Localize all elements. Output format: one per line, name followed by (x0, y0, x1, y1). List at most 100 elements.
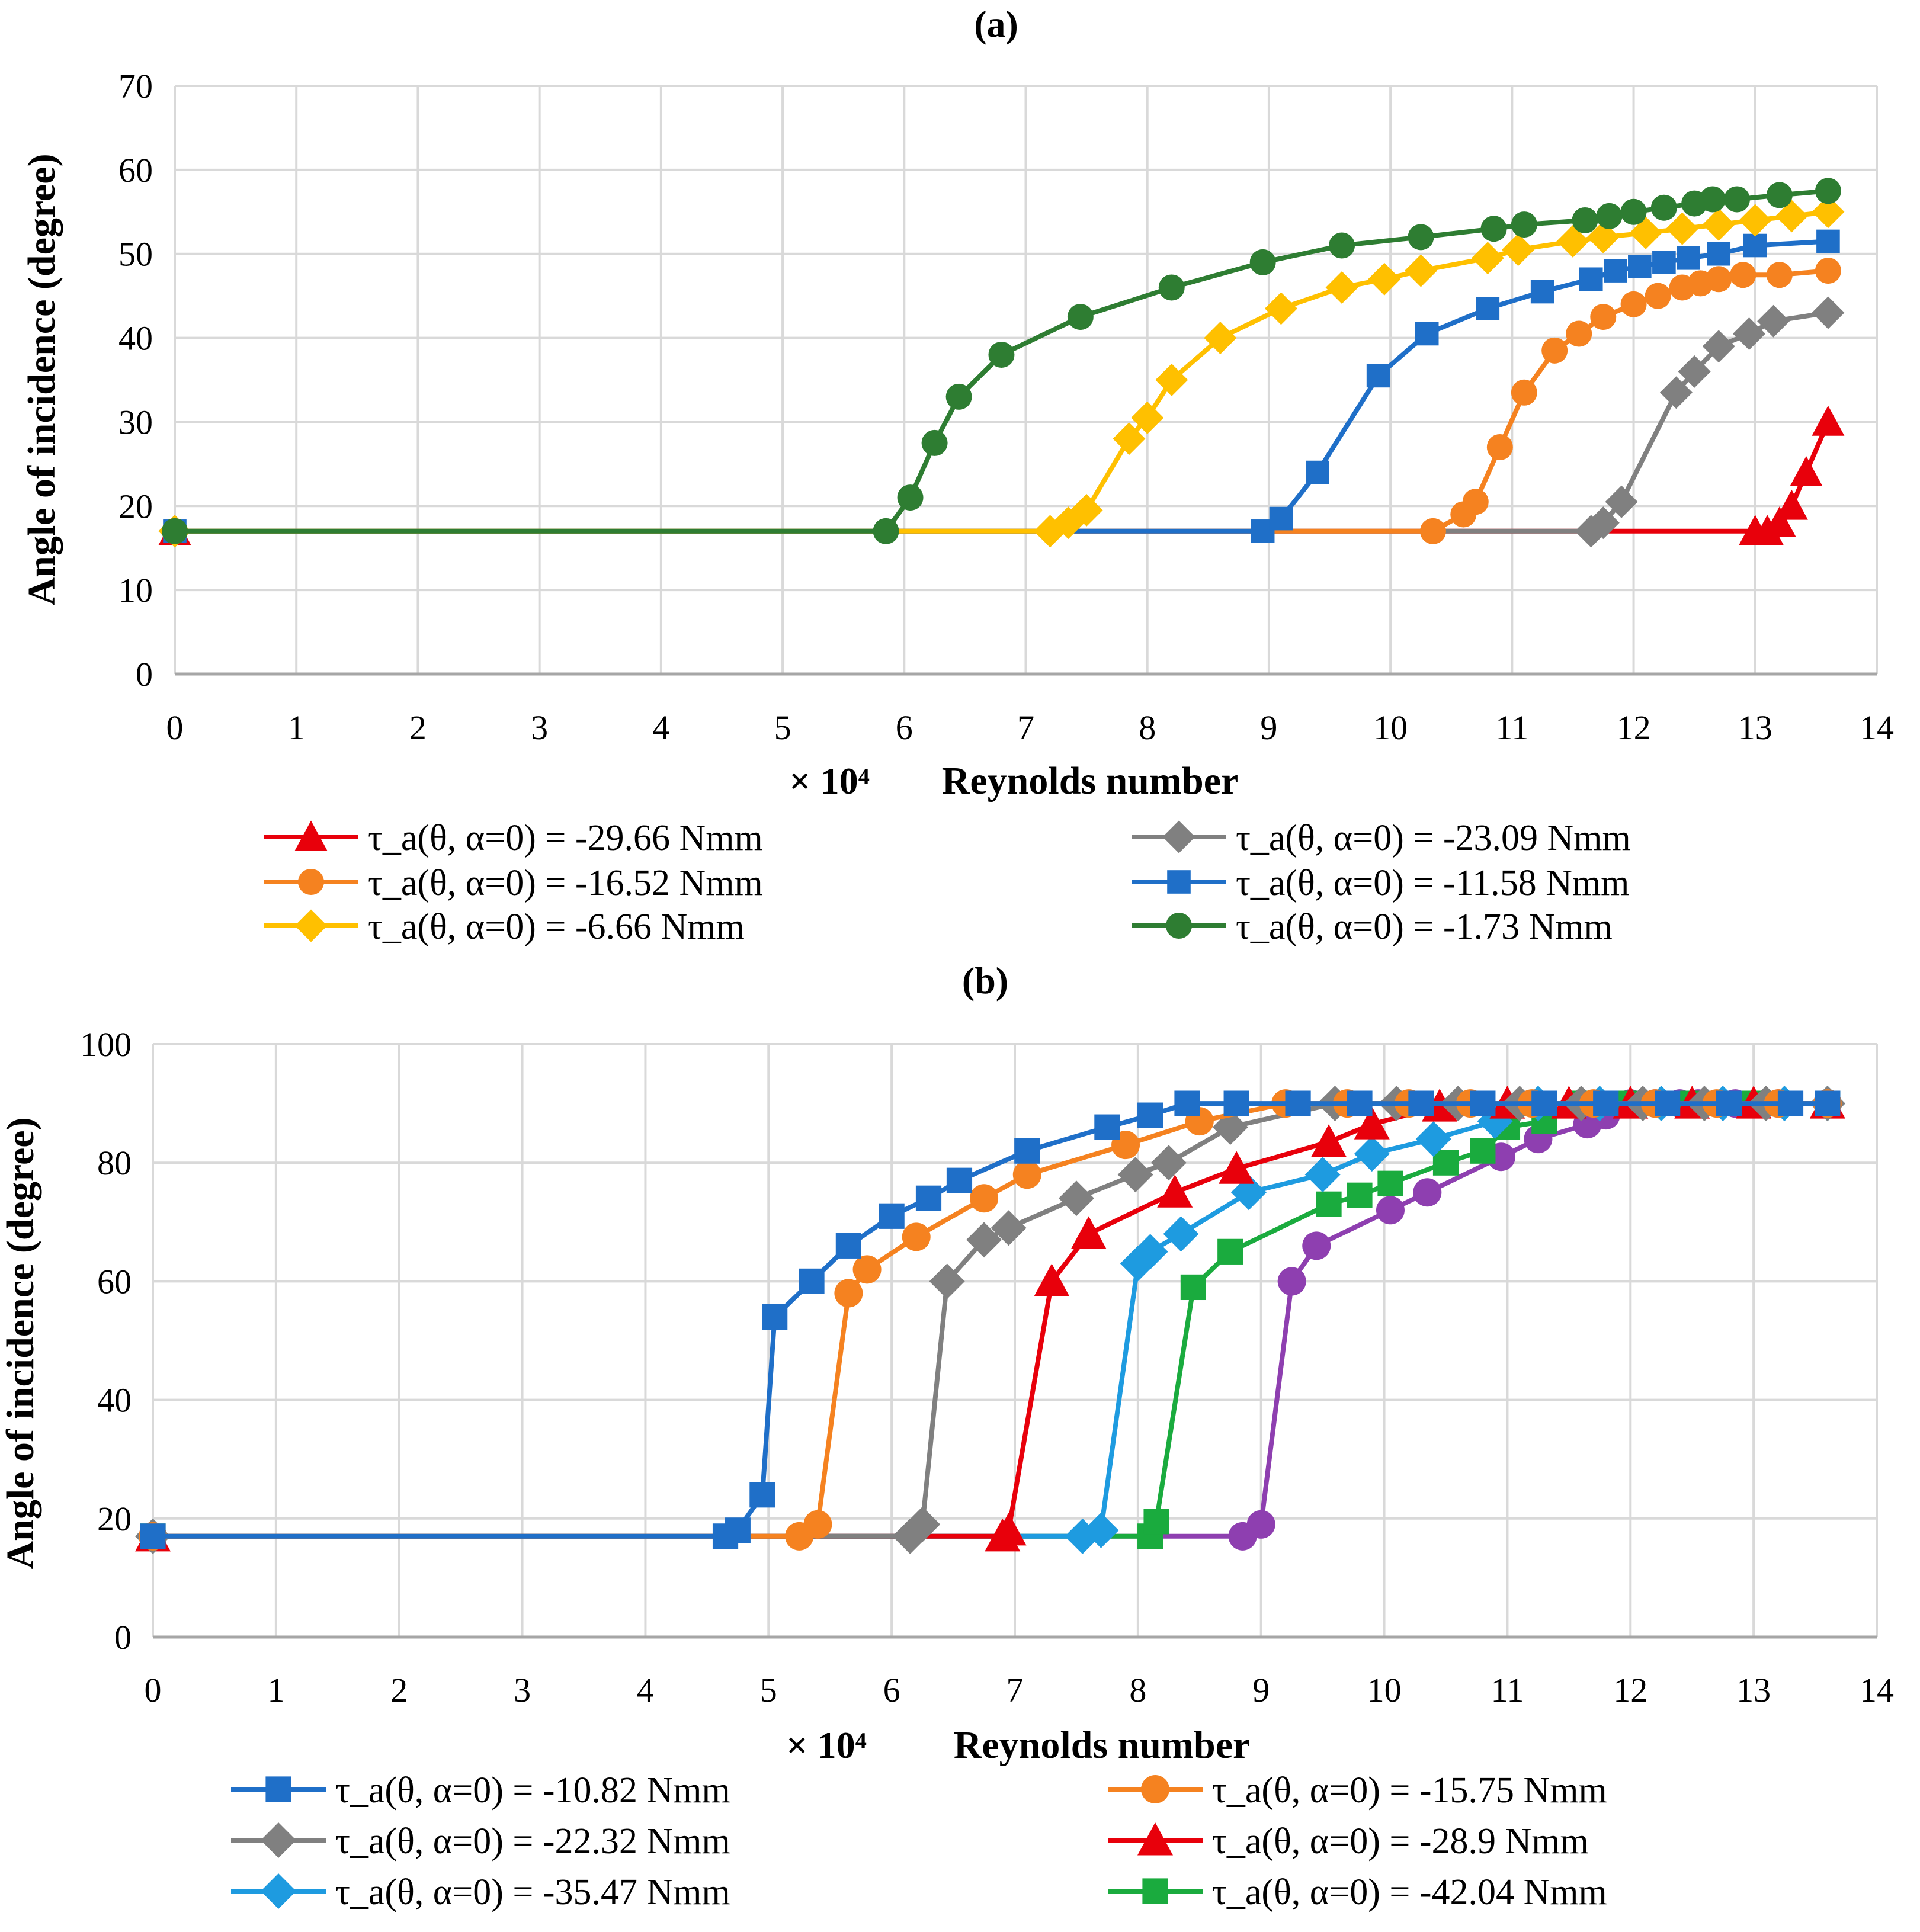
data-point (1285, 1090, 1311, 1116)
data-point (1593, 1090, 1619, 1116)
data-point (1329, 232, 1355, 259)
data-point (1204, 322, 1237, 355)
data-point (1415, 1121, 1451, 1157)
legend-marker (1166, 913, 1192, 939)
series-3 (162, 258, 1841, 544)
x-tick-label: 7 (1007, 1671, 1024, 1709)
data-point (1157, 1174, 1193, 1208)
y-tick-label: 60 (97, 1262, 132, 1301)
legend-label: τ_a(θ, α=0) = -1.73 Nmm (1236, 907, 1613, 947)
data-point (1707, 242, 1731, 266)
data-point (803, 1510, 832, 1539)
data-point (1812, 296, 1845, 329)
data-point (1174, 1090, 1200, 1116)
data-point (1628, 255, 1652, 278)
panel-label: (a) (974, 3, 1018, 45)
data-point (1757, 304, 1790, 338)
data-point (1702, 208, 1735, 241)
data-point (1502, 233, 1535, 267)
legend-item: τ_a(θ, α=0) = -42.04 Nmm (1108, 1872, 1607, 1912)
legend-label: τ_a(θ, α=0) = -15.75 Nmm (1212, 1770, 1607, 1811)
data-point (1645, 283, 1671, 309)
data-point (1058, 1180, 1094, 1217)
legend: τ_a(θ, α=0) = -10.82 Nmm τ_a(θ, α=0) = -1… (231, 1770, 1607, 1912)
x-tick-label: 14 (1860, 708, 1894, 747)
x-tick-label: 2 (409, 708, 427, 747)
legend-marker (298, 869, 324, 895)
x-tick-label: 13 (1736, 1671, 1771, 1709)
data-point (1603, 259, 1627, 283)
data-point (1620, 198, 1647, 225)
data-point (1716, 1090, 1742, 1116)
data-point (1566, 320, 1592, 347)
data-point (1219, 1151, 1255, 1184)
data-point (873, 518, 899, 544)
data-point (902, 1222, 931, 1251)
data-point (1432, 1150, 1459, 1176)
series-line (175, 421, 1831, 534)
data-point (879, 1203, 905, 1229)
legend-label: τ_a(θ, α=0) = -42.04 Nmm (1212, 1872, 1607, 1912)
y-tick-label: 40 (97, 1381, 132, 1420)
data-point (1012, 1160, 1041, 1189)
x-axis-label: Reynolds number (942, 759, 1239, 803)
data-point (835, 1233, 861, 1259)
data-point (1655, 1090, 1681, 1116)
legend-marker (1142, 1878, 1168, 1904)
data-point (1368, 262, 1401, 296)
data-point (1724, 186, 1751, 213)
y-tick-label: 30 (118, 403, 153, 441)
legend-label: τ_a(θ, α=0) = -29.66 Nmm (368, 818, 763, 858)
legend-label: τ_a(θ, α=0) = -11.58 Nmm (1236, 863, 1629, 903)
data-point (1094, 1114, 1120, 1140)
data-point (921, 429, 948, 456)
data-point (1706, 266, 1732, 293)
x-tick-label: 5 (760, 1671, 777, 1709)
legend-marker (261, 1822, 296, 1858)
x-axis-label: Reynolds number (954, 1724, 1251, 1767)
legend-label: τ_a(θ, α=0) = -10.82 Nmm (335, 1770, 730, 1811)
data-point (1083, 1512, 1119, 1548)
data-point (749, 1482, 775, 1508)
data-point (1264, 292, 1297, 325)
data-point (1777, 1090, 1804, 1116)
data-point (1302, 1231, 1331, 1260)
series-2 (139, 1089, 1842, 1551)
data-point (1223, 1090, 1249, 1116)
data-point (1699, 186, 1726, 213)
data-point (1376, 1196, 1405, 1225)
data-point (945, 383, 972, 410)
y-axis-label: Angle of incidence (degree) (0, 1117, 42, 1569)
y-tick-label: 20 (118, 487, 153, 525)
data-point (1311, 1124, 1347, 1157)
data-point (1511, 379, 1537, 406)
data-point (1132, 1234, 1168, 1270)
data-point (1531, 1090, 1557, 1116)
legend-item: τ_a(θ, α=0) = -23.09 Nmm (1132, 818, 1631, 858)
data-point (1471, 242, 1504, 275)
data-point (1659, 376, 1693, 409)
y-tick-label: 0 (136, 655, 153, 694)
y-tick-label: 60 (118, 151, 153, 190)
data-point (1158, 274, 1185, 301)
legend-item: τ_a(θ, α=0) = -11.58 Nmm (1132, 863, 1629, 903)
data-point (946, 1167, 973, 1193)
data-point (1347, 1182, 1373, 1208)
legend-item: τ_a(θ, α=0) = -29.66 Nmm (264, 818, 763, 858)
data-point (1775, 489, 1808, 520)
data-point (1034, 1263, 1070, 1296)
x-tick-label: 10 (1367, 1671, 1402, 1709)
data-point (966, 1222, 1002, 1258)
data-point (1014, 1138, 1040, 1164)
data-point (1354, 1136, 1390, 1172)
x-tick-label: 3 (514, 1671, 531, 1709)
legend-item: τ_a(θ, α=0) = -15.75 Nmm (1108, 1770, 1607, 1811)
series-line (175, 209, 1829, 534)
x-tick-label: 1 (288, 708, 305, 747)
x-tick-label: 5 (774, 708, 791, 747)
data-point (915, 1185, 942, 1211)
data-point (1366, 364, 1390, 388)
data-point (1325, 271, 1358, 304)
data-point (1150, 1145, 1187, 1181)
data-point (1730, 262, 1756, 288)
